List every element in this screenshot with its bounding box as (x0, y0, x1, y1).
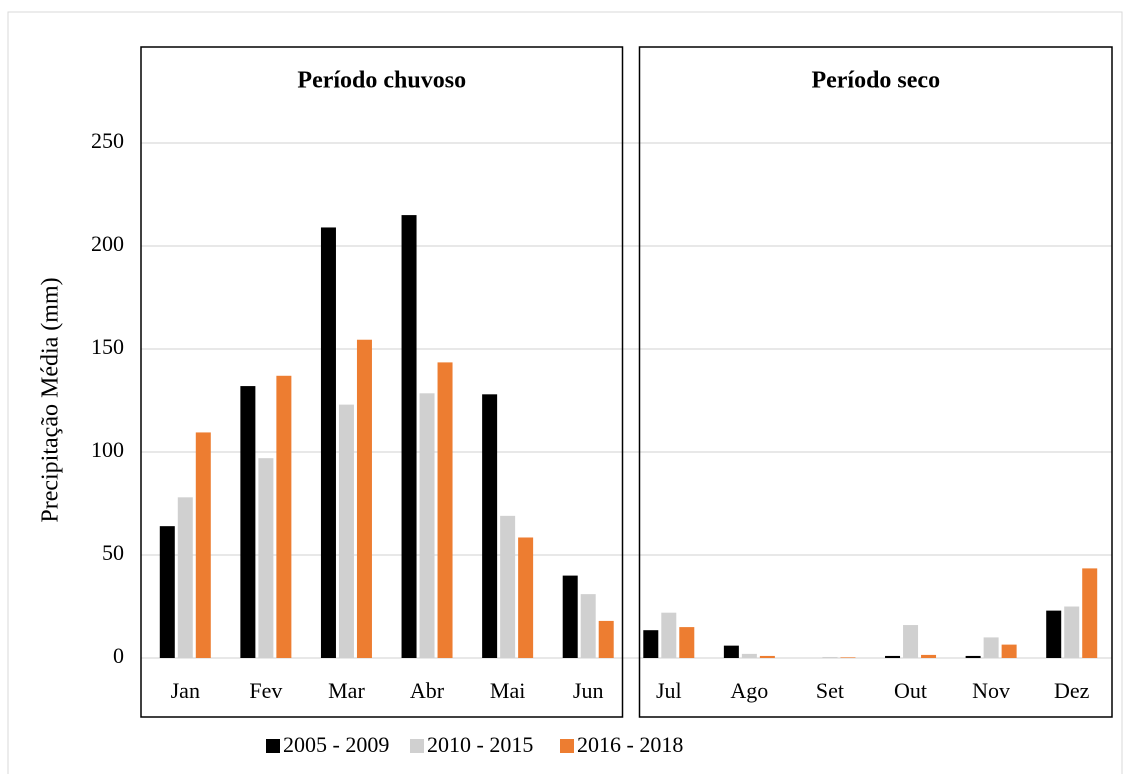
legend-label: 2010 - 2015 (427, 732, 533, 757)
bar (562, 575, 578, 658)
bar (482, 394, 498, 658)
bar (723, 645, 739, 658)
bar (885, 655, 901, 658)
bar (338, 404, 354, 658)
bar (643, 630, 659, 658)
bar (921, 654, 937, 658)
bar (965, 655, 981, 658)
bar (983, 637, 999, 658)
panel-title: Período chuvoso (297, 68, 466, 94)
bar (679, 627, 695, 658)
x-tick-label: Dez (1054, 678, 1090, 703)
x-tick-label: Out (894, 678, 927, 703)
bar (840, 657, 856, 658)
bar (903, 625, 919, 658)
y-tick-label: 0 (113, 643, 124, 668)
bar (1082, 568, 1098, 658)
x-tick-label: Fev (249, 678, 282, 703)
bar (258, 458, 274, 658)
bar (1001, 644, 1017, 658)
y-tick-label: 250 (91, 128, 124, 153)
x-tick-label: Jun (573, 678, 604, 703)
y-tick-label: 100 (91, 437, 124, 462)
bar (276, 375, 292, 658)
x-tick-label: Jan (171, 678, 200, 703)
x-tick-label: Abr (410, 678, 445, 703)
y-tick-label: 50 (102, 540, 124, 565)
bar (401, 215, 417, 658)
bar (159, 526, 175, 658)
bar (1064, 606, 1080, 658)
bar (741, 653, 757, 658)
legend-label: 2005 - 2009 (283, 732, 389, 757)
bar (580, 594, 596, 658)
bar (177, 497, 193, 658)
bar (419, 393, 435, 658)
bar (661, 612, 677, 658)
x-tick-label: Mai (490, 678, 525, 703)
bar (437, 362, 453, 658)
panel-frame (140, 46, 624, 718)
bar (195, 432, 211, 658)
bar (500, 515, 516, 658)
bar (1046, 610, 1062, 658)
legend-label: 2016 - 2018 (577, 732, 683, 757)
y-tick-label: 200 (91, 231, 124, 256)
chart-border (7, 11, 1123, 779)
y-axis-label: Precipitação Média (mm) (38, 277, 64, 522)
legend-swatch (560, 739, 574, 753)
x-tick-label: Mar (328, 678, 365, 703)
x-tick-label: Jul (656, 678, 682, 703)
bar (356, 339, 372, 658)
bar (240, 386, 256, 658)
panel-frame (638, 46, 1113, 718)
panel-title: Período seco (811, 68, 940, 94)
bar (598, 620, 614, 658)
legend-swatch (266, 739, 280, 753)
x-tick-label: Ago (730, 678, 768, 703)
bar (822, 656, 838, 658)
x-tick-label: Set (816, 678, 844, 703)
bar (320, 227, 336, 658)
bar (518, 537, 534, 658)
legend-swatch (410, 739, 424, 753)
bar (759, 655, 775, 658)
x-tick-label: Nov (972, 678, 1010, 703)
y-tick-label: 150 (91, 334, 124, 359)
